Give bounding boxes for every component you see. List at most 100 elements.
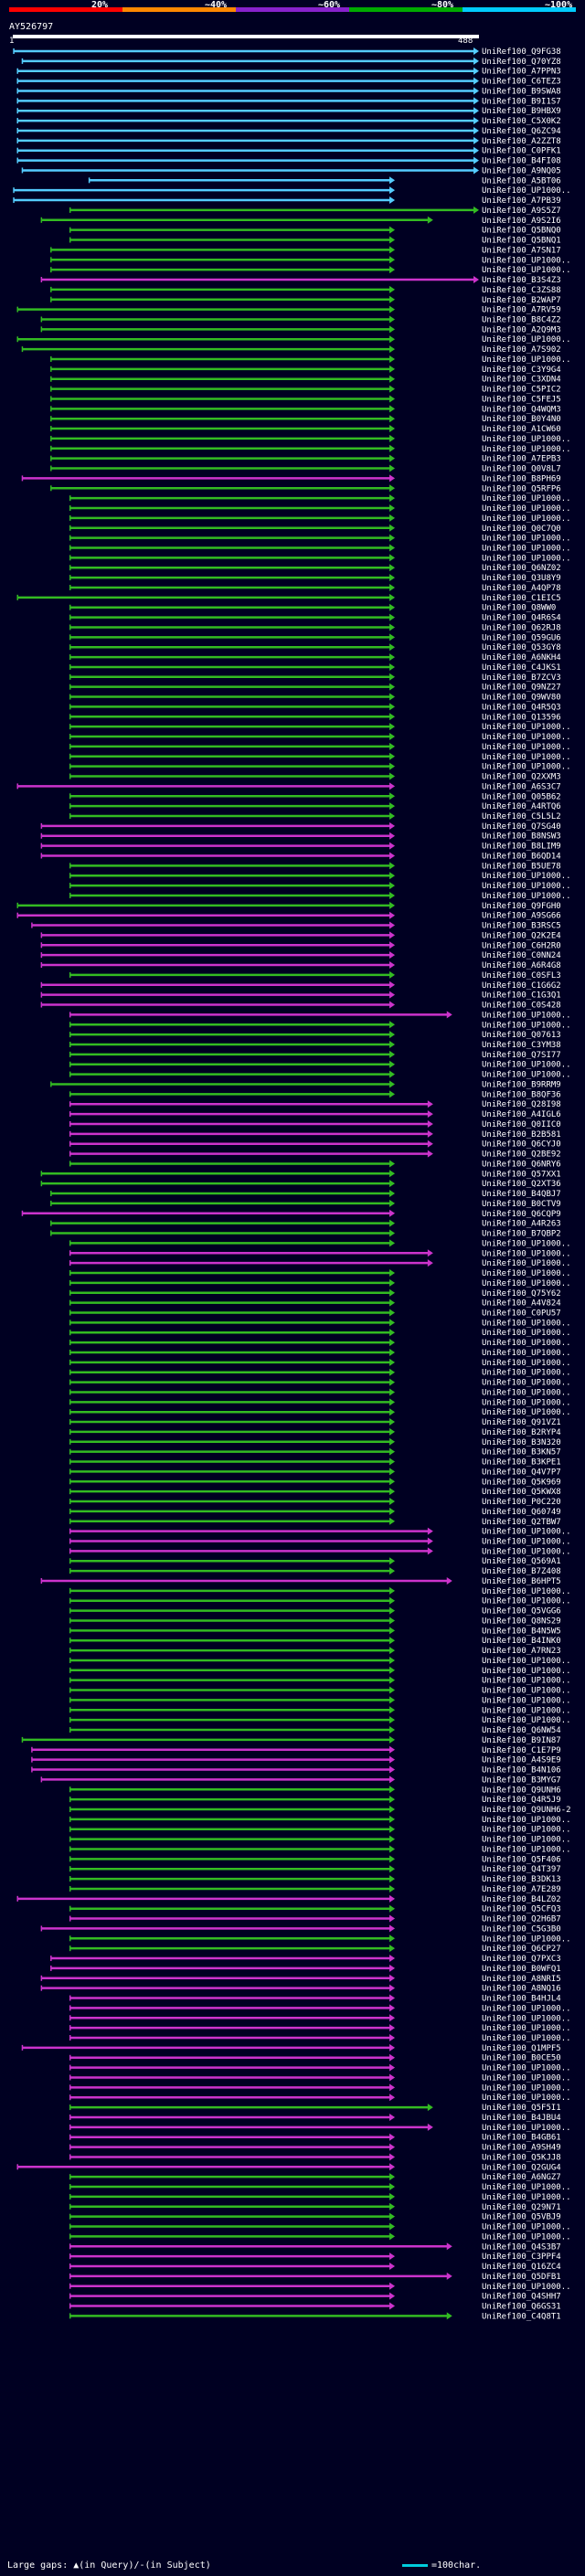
hit-label[interactable]: UniRef100_UP1000.. [482, 2004, 571, 2013]
hit-label[interactable]: UniRef100_Q0C7Q0 [482, 525, 561, 534]
hit-label[interactable]: UniRef100_Q59GU6 [482, 633, 561, 642]
hit-label[interactable]: UniRef100_Q9UNH6 [482, 1786, 561, 1795]
hit-label[interactable]: UniRef100_Q57XX1 [482, 1170, 561, 1179]
hit-label[interactable]: UniRef100_Q2H6B7 [482, 1915, 561, 1924]
hit-label[interactable]: UniRef100_B0CTV9 [482, 1200, 561, 1209]
hit-label[interactable]: UniRef100_A7RV59 [482, 306, 561, 315]
hit-label[interactable]: UniRef100_UP1000.. [482, 1319, 571, 1328]
hit-label[interactable]: UniRef100_UP1000.. [482, 2124, 571, 2133]
hit-label[interactable]: UniRef100_Q569A1 [482, 1557, 561, 1566]
hit-label[interactable]: UniRef100_B3N320 [482, 1438, 561, 1447]
hit-label[interactable]: UniRef100_UP1000.. [482, 1379, 571, 1388]
hit-label[interactable]: UniRef100_UP1000.. [482, 743, 571, 752]
hit-label[interactable]: UniRef100_B3DK13 [482, 1875, 561, 1884]
hit-label[interactable]: UniRef100_UP1000.. [482, 2064, 571, 2073]
hit-label[interactable]: UniRef100_Q05B62 [482, 792, 561, 801]
hit-label[interactable]: UniRef100_UP1000.. [482, 435, 571, 444]
hit-label[interactable]: UniRef100_B0Y4N0 [482, 415, 561, 424]
hit-label[interactable]: UniRef100_B4HJL4 [482, 1995, 561, 2004]
hit-label[interactable]: UniRef100_C0PFK1 [482, 147, 561, 156]
hit-label[interactable]: UniRef100_Q5VGG6 [482, 1607, 561, 1617]
hit-label[interactable]: UniRef100_Q6CYJ0 [482, 1140, 561, 1150]
hit-label[interactable]: UniRef100_Q5CFQ3 [482, 1905, 561, 1914]
hit-label[interactable]: UniRef100_B7Z408 [482, 1567, 561, 1576]
hit-label[interactable]: UniRef100_UP1000.. [482, 1269, 571, 1278]
hit-label[interactable]: UniRef100_Q4S3B7 [482, 2242, 561, 2252]
hit-label[interactable]: UniRef100_B0CE50 [482, 2054, 561, 2063]
hit-label[interactable]: UniRef100_UP1000.. [482, 535, 571, 544]
hit-label[interactable]: UniRef100_Q91VZ1 [482, 1418, 561, 1427]
hit-label[interactable]: UniRef100_C1G6G2 [482, 981, 561, 991]
hit-label[interactable]: UniRef100_Q0V8L7 [482, 465, 561, 474]
hit-label[interactable]: UniRef100_A4V824 [482, 1299, 561, 1309]
hit-label[interactable]: UniRef100_C5FEJ5 [482, 395, 561, 404]
hit-label[interactable]: UniRef100_UP1000.. [482, 355, 571, 365]
hit-label[interactable]: UniRef100_C5L5L2 [482, 812, 561, 822]
hit-label[interactable]: UniRef100_B4QBJ7 [482, 1190, 561, 1199]
hit-label[interactable]: UniRef100_Q28I98 [482, 1100, 561, 1109]
hit-label[interactable]: UniRef100_C1G3Q1 [482, 991, 561, 1001]
hit-label[interactable]: UniRef100_Q9NZ27 [482, 684, 561, 693]
hit-label[interactable]: UniRef100_UP1000.. [482, 2183, 571, 2192]
hit-label[interactable]: UniRef100_B2RYP4 [482, 1428, 561, 1437]
hit-label[interactable]: UniRef100_C4Q8T1 [482, 2312, 561, 2321]
hit-label[interactable]: UniRef100_B3MYG7 [482, 1776, 561, 1785]
hit-label[interactable]: UniRef100_UP1000.. [482, 1677, 571, 1686]
hit-label[interactable]: UniRef100_C1E7P9 [482, 1746, 561, 1755]
hit-label[interactable]: UniRef100_UP1000.. [482, 2034, 571, 2043]
hit-label[interactable]: UniRef100_Q5DFB1 [482, 2273, 561, 2282]
hit-label[interactable]: UniRef100_B7ZCV3 [482, 673, 561, 683]
hit-label[interactable]: UniRef100_A9S2I6 [482, 217, 561, 226]
hit-label[interactable]: UniRef100_Q70YZ8 [482, 58, 561, 67]
hit-label[interactable]: UniRef100_Q7SG40 [482, 822, 561, 832]
hit-label[interactable]: UniRef100_B8C4Z2 [482, 315, 561, 324]
hit-label[interactable]: UniRef100_A4S9E9 [482, 1756, 561, 1765]
hit-label[interactable]: UniRef100_UP1000.. [482, 2083, 571, 2093]
hit-label[interactable]: UniRef100_Q2K2E4 [482, 931, 561, 940]
hit-label[interactable]: UniRef100_Q2XT36 [482, 1180, 561, 1189]
hit-label[interactable]: UniRef100_B6HPT5 [482, 1577, 561, 1586]
hit-label[interactable]: UniRef100_Q4R6S4 [482, 614, 561, 623]
hit-label[interactable]: UniRef100_UP1000.. [482, 1061, 571, 1070]
hit-label[interactable]: UniRef100_Q2TBW7 [482, 1518, 561, 1527]
hit-label[interactable]: UniRef100_Q6NW54 [482, 1726, 561, 1735]
hit-label[interactable]: UniRef100_UP1000.. [482, 1408, 571, 1417]
hit-label[interactable]: UniRef100_A7RN23 [482, 1647, 561, 1656]
hit-label[interactable]: UniRef100_Q5KJJ8 [482, 2153, 561, 2162]
hit-label[interactable]: UniRef100_B8LIM9 [482, 843, 561, 852]
hit-label[interactable]: UniRef100_C3Y9G4 [482, 366, 561, 375]
hit-label[interactable]: UniRef100_C5PIC2 [482, 386, 561, 395]
hit-label[interactable]: UniRef100_B4INK0 [482, 1637, 561, 1646]
hit-label[interactable]: UniRef100_UP1000.. [482, 763, 571, 772]
hit-label[interactable]: UniRef100_UP1000.. [482, 2283, 571, 2292]
hit-label[interactable]: UniRef100_A7S902 [482, 345, 561, 355]
hit-label[interactable]: UniRef100_C3ZS88 [482, 286, 561, 295]
hit-label[interactable]: UniRef100_A7SN17 [482, 246, 561, 255]
hit-label[interactable]: UniRef100_UP1000.. [482, 1359, 571, 1368]
hit-label[interactable]: UniRef100_UP1000.. [482, 1547, 571, 1556]
hit-label[interactable]: UniRef100_UP1000.. [482, 1349, 571, 1358]
hit-label[interactable]: UniRef100_A6R4G8 [482, 961, 561, 970]
hit-label[interactable]: UniRef100_Q5VBJ9 [482, 2213, 561, 2222]
hit-label[interactable]: UniRef100_UP1000.. [482, 1657, 571, 1666]
hit-label[interactable]: UniRef100_UP1000.. [482, 554, 571, 563]
hit-label[interactable]: UniRef100_UP1000.. [482, 256, 571, 265]
hit-label[interactable]: UniRef100_UP1000.. [482, 2232, 571, 2242]
hit-label[interactable]: UniRef100_B3S4Z3 [482, 276, 561, 285]
hit-label[interactable]: UniRef100_Q9WV80 [482, 694, 561, 703]
hit-label[interactable]: UniRef100_B3KN57 [482, 1448, 561, 1458]
hit-label[interactable]: UniRef100_Q9UNH6-2 [482, 1806, 571, 1815]
hit-label[interactable]: UniRef100_Q4V7P7 [482, 1468, 561, 1477]
hit-label[interactable]: UniRef100_Q4T397 [482, 1865, 561, 1874]
hit-label[interactable]: UniRef100_Q5K969 [482, 1478, 561, 1487]
hit-label[interactable]: UniRef100_C3YM38 [482, 1041, 561, 1050]
hit-label[interactable]: UniRef100_Q5KWX8 [482, 1488, 561, 1497]
hit-label[interactable]: UniRef100_B8PH69 [482, 474, 561, 483]
hit-label[interactable]: UniRef100_Q7PXC3 [482, 1955, 561, 1964]
hit-label[interactable]: UniRef100_UP1000.. [482, 1935, 571, 1944]
hit-label[interactable]: UniRef100_Q62RJ8 [482, 623, 561, 632]
hit-label[interactable]: UniRef100_UP1000.. [482, 1369, 571, 1378]
hit-label[interactable]: UniRef100_A9S5Z7 [482, 207, 561, 216]
hit-label[interactable]: UniRef100_C0SFL3 [482, 971, 561, 981]
hit-label[interactable]: UniRef100_B9HBX9 [482, 107, 561, 116]
